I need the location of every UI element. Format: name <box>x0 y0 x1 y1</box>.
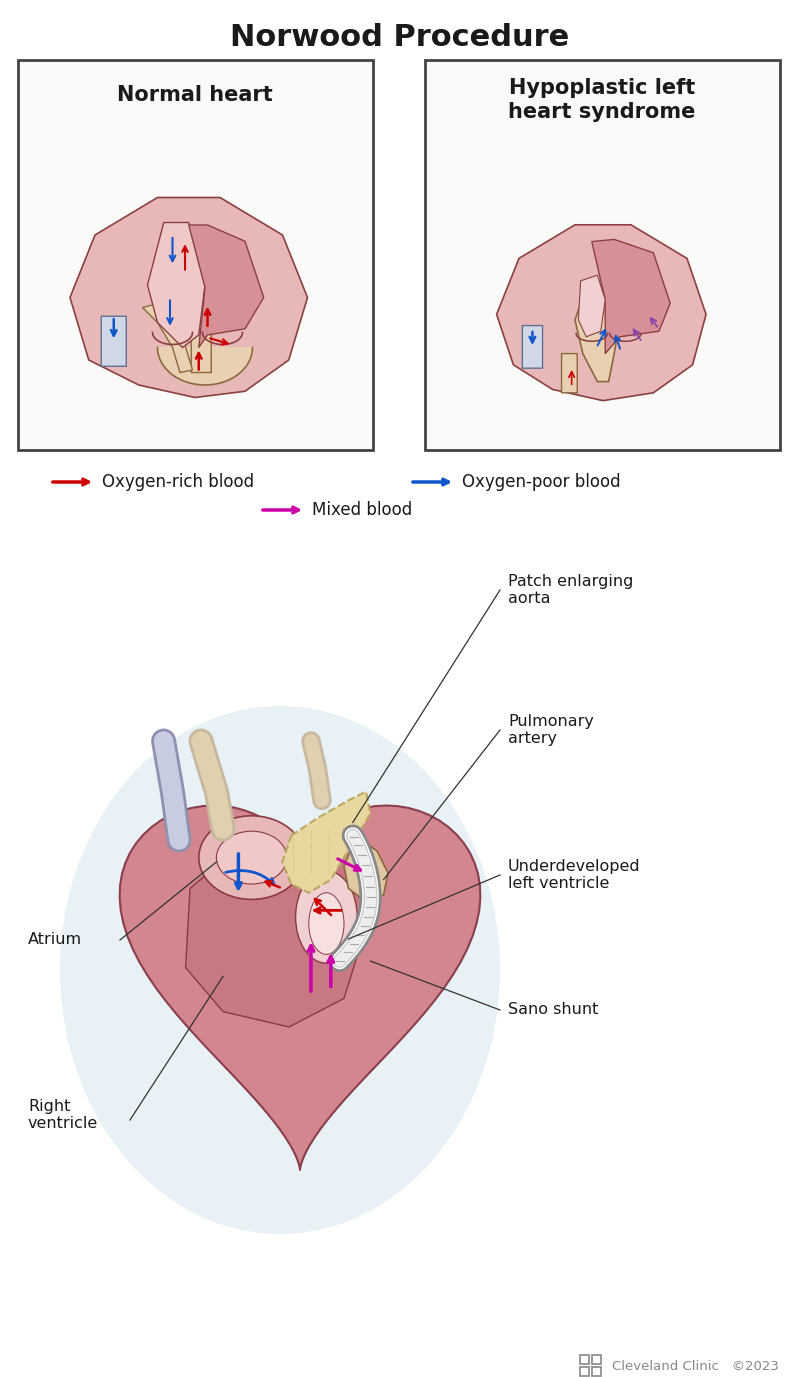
Ellipse shape <box>199 815 304 899</box>
Text: Underdeveloped
left ventricle: Underdeveloped left ventricle <box>508 859 641 891</box>
Polygon shape <box>189 224 264 347</box>
FancyBboxPatch shape <box>18 61 373 450</box>
Text: Norwood Procedure: Norwood Procedure <box>230 23 570 52</box>
FancyBboxPatch shape <box>592 1355 601 1365</box>
Text: Mixed blood: Mixed blood <box>312 501 412 519</box>
Polygon shape <box>70 197 307 398</box>
Polygon shape <box>158 347 253 386</box>
Text: Oxygen-rich blood: Oxygen-rich blood <box>102 474 254 492</box>
Text: Right
ventricle: Right ventricle <box>28 1099 98 1131</box>
FancyBboxPatch shape <box>580 1367 589 1376</box>
Text: Pulmonary
artery: Pulmonary artery <box>508 713 594 746</box>
Polygon shape <box>282 792 370 892</box>
Polygon shape <box>186 844 366 1027</box>
Ellipse shape <box>295 870 358 963</box>
Polygon shape <box>592 240 670 354</box>
FancyBboxPatch shape <box>562 354 578 392</box>
Polygon shape <box>575 300 620 381</box>
Ellipse shape <box>309 892 344 954</box>
Text: Cleveland Clinic   ©2023: Cleveland Clinic ©2023 <box>612 1360 779 1373</box>
Ellipse shape <box>216 832 287 884</box>
FancyBboxPatch shape <box>522 325 542 368</box>
Text: Sano shunt: Sano shunt <box>508 1002 598 1018</box>
FancyBboxPatch shape <box>580 1355 589 1365</box>
Polygon shape <box>344 840 388 902</box>
FancyBboxPatch shape <box>191 304 211 373</box>
Text: Patch enlarging
aorta: Patch enlarging aorta <box>508 574 634 606</box>
Ellipse shape <box>60 706 500 1234</box>
Polygon shape <box>120 806 480 1170</box>
Polygon shape <box>147 223 205 347</box>
Text: Hypoplastic left
heart syndrome: Hypoplastic left heart syndrome <box>508 78 696 121</box>
FancyBboxPatch shape <box>102 317 126 366</box>
FancyBboxPatch shape <box>425 61 780 450</box>
Polygon shape <box>497 224 706 401</box>
Text: Oxygen-poor blood: Oxygen-poor blood <box>462 474 621 492</box>
FancyBboxPatch shape <box>592 1367 601 1376</box>
Polygon shape <box>142 304 193 373</box>
Polygon shape <box>578 275 606 337</box>
Text: Atrium: Atrium <box>28 932 82 947</box>
Text: Normal heart: Normal heart <box>117 85 273 105</box>
